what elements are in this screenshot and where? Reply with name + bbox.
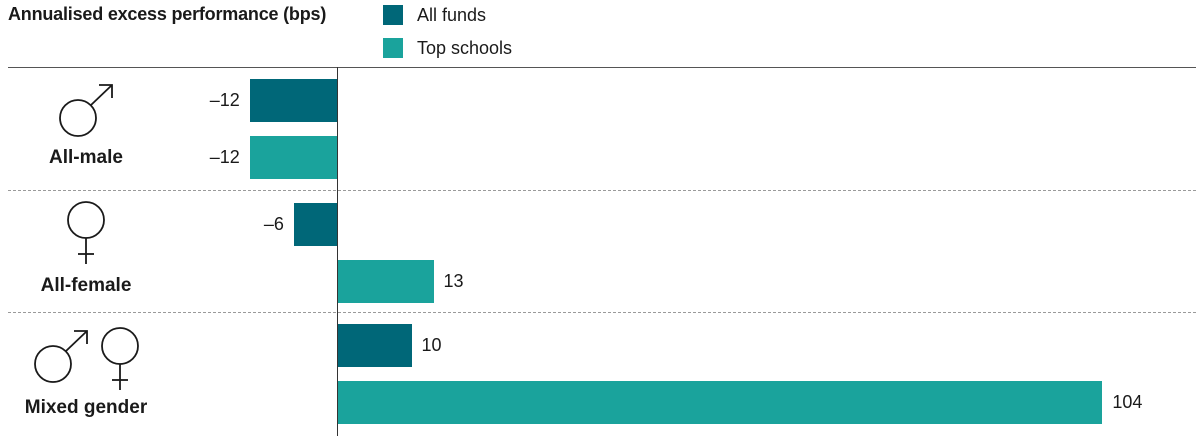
legend-swatch-all-funds (383, 5, 403, 25)
bar-mixed-gender-top-schools (338, 381, 1103, 424)
chart-top-rule (8, 67, 1196, 68)
bar-all-female-top-schools (338, 260, 434, 303)
category-label-all-female: All-female (40, 275, 132, 296)
female-symbol-icon (67, 201, 105, 264)
bar-all-male-top-schools (249, 136, 338, 179)
value-label-all-male-all-funds: –12 (209, 90, 240, 110)
group-divider (8, 312, 1196, 313)
bar-all-male-all-funds (249, 79, 338, 122)
value-label-all-female-all-funds: –6 (263, 214, 284, 234)
chart-title: Annualised excess performance (bps) (8, 4, 327, 24)
legend-swatch-top-schools (383, 38, 403, 58)
male-symbol-icon (59, 84, 113, 137)
value-label-mixed-gender-all-funds: 10 (421, 335, 442, 355)
zero-axis-line (337, 67, 338, 436)
legend-item-all-funds: All funds (383, 3, 486, 27)
bar-all-female-all-funds (293, 203, 338, 246)
legend-label-all-funds: All funds (417, 4, 487, 25)
female-symbol-icon (101, 327, 139, 390)
category-label-mixed-gender: Mixed gender (24, 397, 148, 418)
value-label-all-male-top-schools: –12 (209, 147, 240, 167)
category-label-all-male: All-male (49, 147, 123, 168)
value-label-all-female-top-schools: 13 (443, 271, 464, 291)
bar-mixed-gender-all-funds (338, 324, 412, 367)
legend-label-top-schools: Top schools (417, 37, 513, 58)
legend-item-top-schools: Top schools (383, 36, 512, 60)
value-label-mixed-gender-top-schools: 104 (1112, 392, 1143, 412)
male-symbol-icon (34, 330, 88, 383)
group-divider (8, 190, 1196, 191)
